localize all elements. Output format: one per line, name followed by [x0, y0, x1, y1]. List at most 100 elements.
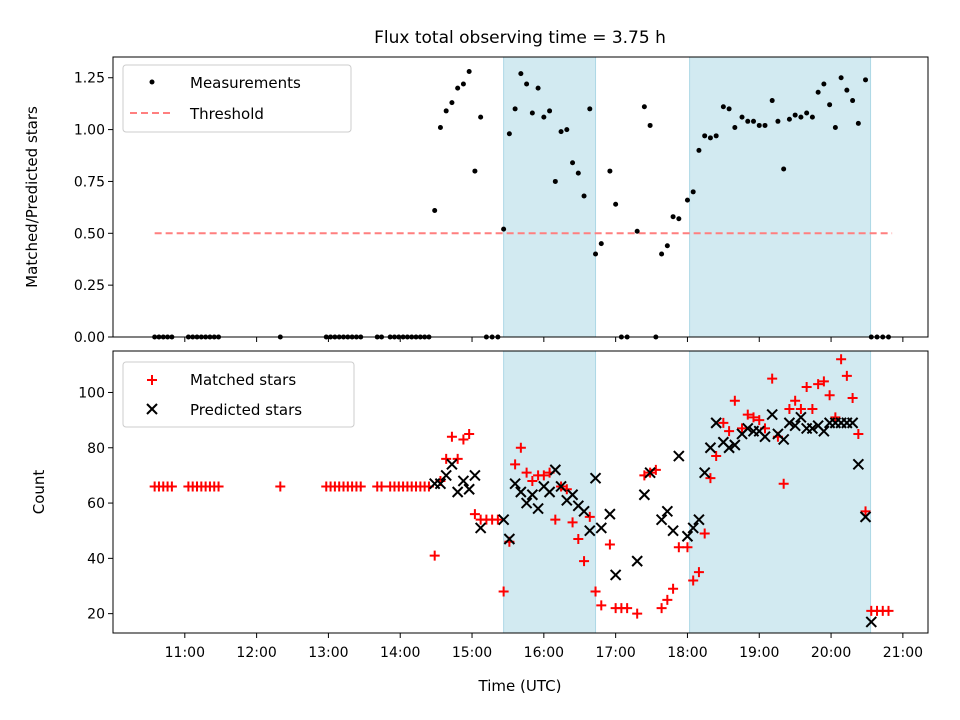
matched-star-marker: [813, 379, 824, 390]
predicted-star-marker: [451, 486, 464, 498]
measurement-point: [863, 77, 869, 83]
measurement-point: [850, 98, 856, 104]
matched-star-marker: [213, 481, 224, 492]
measurement-point: [745, 118, 751, 124]
measurement-point: [707, 135, 713, 141]
measurement-point: [518, 71, 524, 77]
matched-star-marker: [441, 453, 452, 464]
matched-star-marker: [807, 404, 818, 415]
matched-star-marker: [818, 376, 829, 387]
predicted-star-marker: [434, 477, 447, 490]
measurement-point: [593, 251, 599, 257]
measurement-point: [607, 168, 613, 174]
measurement-point: [564, 127, 570, 133]
predicted-star-marker: [777, 433, 790, 446]
predicted-star-marker: [698, 466, 711, 479]
predicted-star-marker: [604, 508, 616, 520]
predicted-star-marker: [729, 439, 741, 451]
bottom-axes-frame: [112, 350, 929, 634]
measurement-point: [713, 133, 719, 139]
x-tick-label: 15:00: [452, 645, 492, 661]
matched-star-marker: [632, 608, 643, 619]
measurement-point: [535, 85, 541, 91]
matched-star-marker: [748, 412, 759, 423]
measurement-point: [552, 178, 558, 184]
measurement-point: [460, 81, 466, 87]
legend-measurements-label: Measurements: [190, 74, 301, 92]
predicted-star-marker: [526, 489, 539, 501]
matched-star-marker: [579, 556, 590, 567]
predicted-star-marker: [520, 497, 533, 509]
y-tick-label: 0.00: [74, 330, 105, 346]
measurement-point: [792, 112, 798, 118]
matched-star-marker: [166, 481, 177, 492]
matched-star-marker: [355, 481, 366, 492]
predicted-star-marker: [673, 450, 685, 462]
predicted-star-marker: [463, 483, 475, 495]
measurement-point: [575, 170, 581, 176]
measurement-point: [449, 100, 455, 106]
measurement-point: [762, 122, 768, 128]
predicted-star-marker: [687, 522, 699, 534]
matched-star-marker: [830, 412, 841, 423]
measurement-point: [598, 241, 604, 247]
measurement-point: [756, 122, 762, 128]
predicted-star-marker: [532, 502, 544, 515]
measurement-point: [455, 85, 461, 91]
bottom-y-axis-label: Count: [30, 470, 48, 515]
predicted-star-marker: [631, 555, 643, 567]
matched-star-marker: [682, 542, 693, 553]
matched-star-marker: [790, 395, 801, 406]
matched-star-marker: [767, 373, 778, 384]
matched-star-marker: [836, 354, 847, 365]
measurement-point: [437, 125, 443, 131]
predicted-star-marker: [503, 533, 516, 545]
legend-threshold-label: Threshold: [189, 105, 264, 123]
predicted-star-marker: [783, 417, 796, 429]
matched-star-marker: [604, 539, 615, 550]
top-panel: 0.00 0.25 0.50 0.75 1.00 1.25 Matched/Predict…: [23, 56, 929, 346]
predicted-star-marker: [806, 422, 819, 435]
measurement-point: [804, 110, 810, 116]
measurement-point: [809, 114, 815, 120]
matched-star-marker: [573, 534, 584, 544]
measurement-point: [696, 147, 702, 153]
measurement-point: [664, 243, 670, 249]
matched-star-marker: [429, 550, 440, 561]
matched-star-marker: [515, 442, 526, 453]
measurement-point: [432, 207, 438, 213]
measurement-point: [512, 106, 518, 112]
matched-star-marker: [718, 417, 729, 428]
measurement-point: [720, 104, 726, 110]
y-tick-label: 80: [87, 441, 105, 457]
predicted-star-marker: [609, 569, 622, 581]
matched-star-marker: [742, 409, 753, 420]
bottom-panel: 20 40 60 80 100 11:00 12:00 13:00 14:00 15:00 16:…: [30, 350, 929, 695]
measurement-point: [815, 89, 821, 95]
predicted-star-marker: [469, 469, 481, 482]
measurement-point: [581, 193, 587, 199]
x-tick-label: 18:00: [667, 645, 707, 661]
matched-star-marker: [492, 514, 503, 525]
predicted-star-marker: [515, 486, 527, 498]
matched-star-marker: [458, 434, 469, 445]
measurement-point: [775, 118, 781, 124]
predicted-star-marker: [497, 513, 510, 526]
measurement-point: [472, 168, 478, 174]
predicted-star-marker: [766, 408, 778, 421]
measurement-point: [641, 104, 647, 110]
measurement-point: [781, 166, 787, 172]
matched-star-marker: [737, 423, 748, 434]
x-tick-label: 20:00: [811, 645, 851, 661]
predicted-star-marker: [578, 505, 590, 518]
matched-star-marker: [622, 603, 633, 614]
matched-star-marker: [705, 473, 716, 484]
measurement-point: [501, 226, 507, 232]
x-tick-label: 11:00: [165, 645, 205, 661]
matched-star-marker: [778, 478, 789, 489]
y-tick-label: 0.75: [74, 174, 105, 190]
shaded-span-2: [689, 350, 872, 634]
predicted-star-marker: [446, 458, 458, 471]
predicted-star-marker: [655, 513, 668, 526]
